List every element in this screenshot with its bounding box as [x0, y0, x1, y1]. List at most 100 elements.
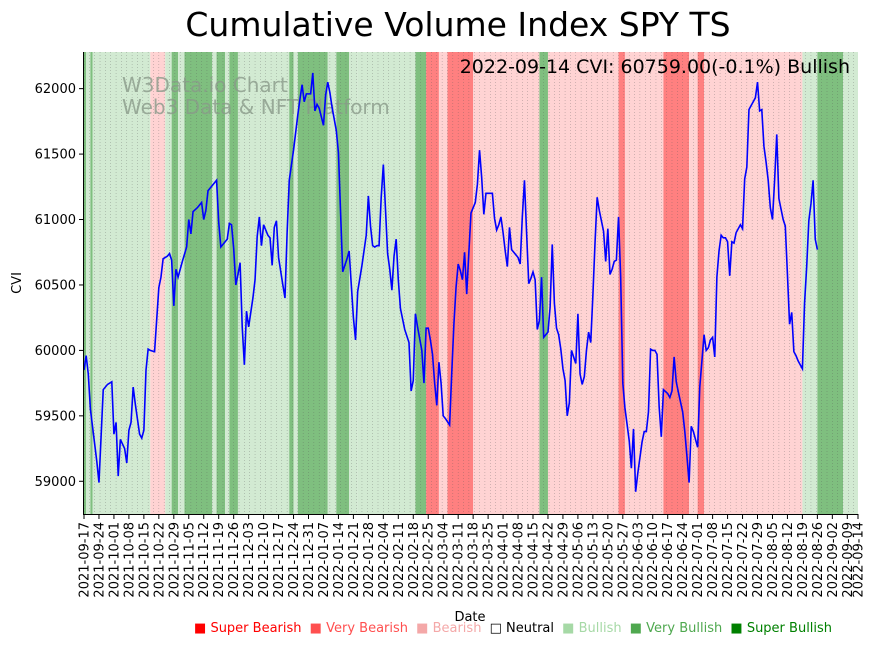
legend-label: Very Bearish: [326, 621, 408, 636]
x-tick-label: 2022-07-29: [751, 522, 766, 598]
plot-area: W3Data.io Chart Web3 Data & NFT Platform…: [83, 52, 858, 514]
x-tick-label: 2022-06-24: [676, 522, 691, 598]
x-tick-label: 2022-02-25: [422, 522, 437, 598]
y-axis-label: CVI: [10, 272, 25, 294]
regime-band-bearish: [624, 52, 664, 514]
x-tick-label: 2021-12-03: [242, 522, 257, 598]
chart-title: Cumulative Volume Index SPY TS: [185, 5, 730, 44]
legend-swatch: ■: [730, 621, 743, 636]
y-ticks: 59000 59500 60000 60500 61000 61500 62000: [35, 82, 84, 490]
legend-swatch: ■: [629, 621, 643, 636]
x-tick-label: 2022-08-12: [781, 522, 796, 598]
x-tick-label: 2022-02-18: [407, 522, 422, 598]
regime-band-very-bullish: [216, 52, 226, 514]
regime-band-very-bullish: [297, 52, 328, 514]
regime-band-bearish: [438, 52, 448, 514]
regime-band-very-bullish: [336, 52, 350, 514]
legend-swatch: □: [489, 621, 502, 636]
x-tick-label: 2022-01-28: [362, 522, 377, 598]
x-tick-label: 2021-12-17: [272, 522, 287, 598]
x-tick-label: 2022-05-13: [586, 522, 601, 598]
vertical-gridlines: [83, 52, 854, 514]
y-tick-label: 62000: [35, 82, 76, 97]
x-tick-label: 2022-05-27: [616, 522, 631, 598]
x-tick-label: 2022-06-17: [661, 522, 676, 598]
x-tick-label: 2021-11-05: [182, 522, 197, 598]
regime-band-bullish: [212, 52, 217, 514]
x-tick-label: 2022-09-14: [852, 522, 867, 598]
watermark: W3Data.io Chart Web3 Data & NFT Platform: [122, 73, 390, 119]
x-tick-label: 2021-12-24: [287, 522, 302, 598]
x-tick-label: 2021-09-24: [92, 522, 107, 598]
x-tick-label: 2022-08-05: [766, 522, 781, 598]
legend-label: Super Bearish: [210, 621, 302, 636]
x-tick-label: 2022-03-25: [482, 522, 497, 598]
x-tick-label: 2021-11-12: [197, 522, 212, 598]
x-tick-label: 2022-04-29: [556, 522, 571, 598]
regime-band-bearish: [150, 52, 166, 514]
x-tick-label: 2022-01-07: [317, 522, 332, 598]
regime-bands: [84, 52, 858, 514]
legend-item-very-bullish: ■ Very Bullish: [630, 621, 723, 636]
x-tick-label: 2022-07-08: [706, 522, 721, 598]
watermark-line-2: Web3 Data & NFT Platform: [122, 95, 390, 119]
legend-item-bullish: ■ Bullish: [562, 621, 621, 636]
regime-band-bullish: [225, 52, 230, 514]
regime-band-very-bullish: [289, 52, 294, 514]
legend-label: Bearish: [432, 621, 482, 636]
legend-swatch: ■: [309, 621, 322, 636]
legend-item-super-bullish: ■ Super Bullish: [730, 621, 832, 636]
regime-band-bullish: [165, 52, 172, 514]
regime-band-bullish: [802, 52, 818, 514]
cvi-series-line: [83, 72, 819, 492]
regime-band-very-bullish: [84, 52, 87, 514]
x-tick-label: 2021-11-19: [212, 522, 227, 598]
y-tick-label: 61000: [35, 213, 76, 228]
regime-band-very-bearish: [447, 52, 474, 514]
x-tick-label: 2021-09-17: [78, 522, 93, 598]
regime-band-bullish: [843, 52, 858, 514]
regime-band-very-bearish: [618, 52, 625, 514]
x-tick-label: 2022-09-09: [841, 522, 856, 598]
regime-band-bullish: [86, 52, 91, 514]
x-tick-label: 2022-09-02: [826, 522, 841, 598]
x-tick-label: 2022-04-01: [497, 522, 512, 598]
x-tick-label: 2022-08-26: [811, 522, 826, 598]
x-tick-label: 2022-04-22: [541, 522, 556, 598]
x-tick-label: 2022-05-20: [601, 522, 616, 598]
watermark-line-1: W3Data.io Chart: [122, 73, 288, 97]
legend-label: Bullish: [578, 621, 622, 636]
regime-band-bullish: [293, 52, 298, 514]
y-tick-label: 60500: [35, 278, 76, 293]
regime-band-very-bullish: [90, 52, 93, 514]
x-tick-label: 2022-04-15: [527, 522, 542, 598]
legend-swatch: ■: [194, 621, 207, 636]
regime-band-bullish: [349, 52, 358, 514]
x-tick-label: 2022-03-18: [467, 522, 482, 598]
regime-band-bullish: [237, 52, 290, 514]
x-tick-label: 2022-05-06: [571, 522, 586, 598]
x-tick-label: 2022-07-01: [691, 522, 706, 598]
x-tick-label: 2022-08-19: [796, 522, 811, 598]
x-tick-label: 2022-07-15: [721, 522, 736, 598]
x-ticks: 2021-09-17 2021-09-24 2021-10-01 2021-10-08…: [78, 514, 867, 598]
latest-value-annotation: 2022-09-14 CVI: 60759.00(-0.1%) Bullish: [460, 56, 850, 78]
x-tick-label: 2022-02-11: [392, 522, 407, 598]
legend-item-bearish: ■ Bearish: [416, 621, 481, 636]
legend-label: Very Bullish: [646, 621, 723, 636]
legend-swatch: ■: [416, 621, 429, 636]
x-tick-label: 2022-04-08: [512, 522, 527, 598]
y-tick-label: 59000: [35, 475, 76, 490]
x-tick-label: 2022-01-21: [347, 522, 362, 598]
regime-band-very-bullish: [184, 52, 213, 514]
regime-legend: ■ Super Bearish ■ Very Bearish ■ Bearish…: [194, 621, 836, 636]
regime-band-bearish: [704, 52, 803, 514]
x-tick-label: 2021-10-29: [167, 522, 182, 598]
x-tick-label: 2021-12-10: [257, 522, 272, 598]
regime-band-bullish: [357, 52, 416, 514]
legend-item-super-bearish: ■ Super Bearish: [194, 621, 302, 636]
x-tick-label: 2021-10-22: [152, 522, 167, 598]
regime-band-bearish: [479, 52, 540, 514]
y-tick-label: 59500: [35, 409, 76, 424]
